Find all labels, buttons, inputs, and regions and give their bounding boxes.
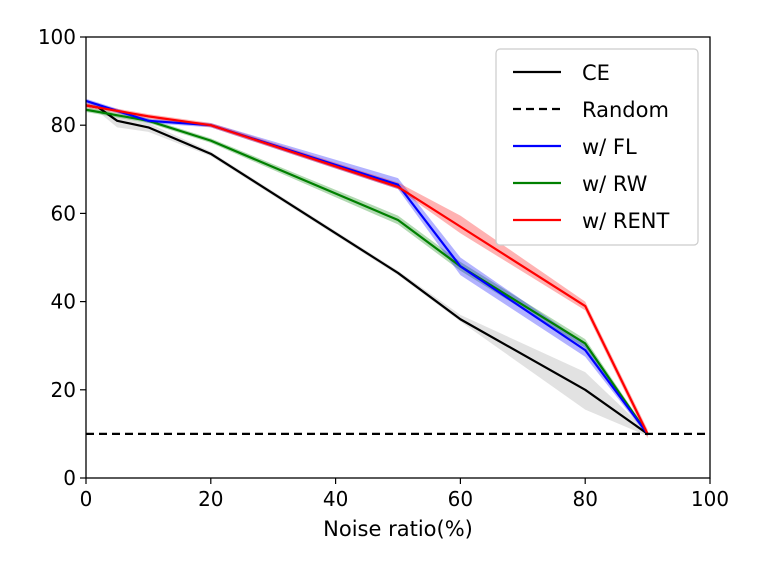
y-tick-label: 0 bbox=[63, 466, 76, 490]
x-tick-label: 40 bbox=[323, 487, 348, 511]
band-w-rent bbox=[86, 103, 648, 439]
legend-label-random: Random bbox=[582, 98, 669, 122]
x-tick-label: 20 bbox=[198, 487, 223, 511]
series-lines bbox=[85, 99, 711, 435]
band-ce bbox=[86, 103, 648, 437]
x-axis: 0 20 40 60 80 100 bbox=[80, 478, 729, 511]
y-tick-label: 20 bbox=[51, 378, 76, 402]
x-tick-label: 100 bbox=[691, 487, 729, 511]
y-tick-label: 60 bbox=[51, 201, 76, 225]
legend-label-w-fl: w/ FL bbox=[582, 135, 637, 159]
x-tick-label: 80 bbox=[572, 487, 597, 511]
legend: CE Random w/ FL w/ RW w/ RENT bbox=[495, 48, 699, 246]
plot-frame bbox=[85, 36, 711, 479]
x-axis-label: Noise ratio(%) bbox=[323, 517, 473, 541]
legend-label-w-rw: w/ RW bbox=[582, 172, 648, 196]
legend-label-w-rent: w/ RENT bbox=[582, 209, 669, 233]
confidence-bands bbox=[86, 98, 648, 439]
y-tick-label: 40 bbox=[51, 290, 76, 314]
x-tick-label: 0 bbox=[80, 487, 93, 511]
y-tick-label: 80 bbox=[51, 113, 76, 137]
y-tick-label: 100 bbox=[38, 25, 76, 49]
legend-label-ce: CE bbox=[582, 61, 610, 85]
legend-box bbox=[495, 48, 699, 246]
x-tick-label: 60 bbox=[448, 487, 473, 511]
y-axis: 0 20 40 60 80 100 bbox=[38, 25, 86, 490]
